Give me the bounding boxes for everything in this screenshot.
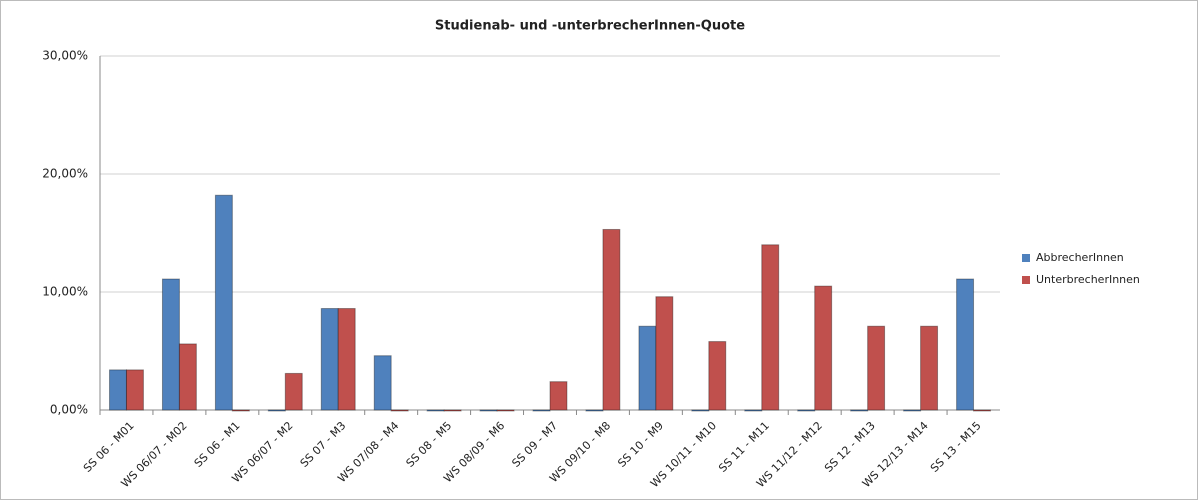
bar bbox=[920, 325, 939, 411]
bar bbox=[602, 228, 621, 411]
bar bbox=[479, 409, 498, 412]
bar bbox=[903, 409, 922, 412]
y-tick-label: 10,00% bbox=[42, 285, 88, 299]
y-tick-label: 20,00% bbox=[42, 167, 88, 181]
bar bbox=[638, 325, 657, 411]
bar bbox=[973, 409, 991, 412]
bar bbox=[850, 409, 869, 412]
legend-swatch bbox=[1022, 254, 1030, 262]
bar bbox=[496, 409, 515, 412]
bar bbox=[867, 325, 886, 411]
bar bbox=[231, 409, 250, 412]
bar bbox=[443, 409, 462, 412]
bar bbox=[549, 381, 568, 411]
legend-label: AbbrecherInnen bbox=[1036, 251, 1124, 264]
chart-title: Studienab- und -unterbrecherInnen-Quote bbox=[435, 19, 745, 34]
bar bbox=[109, 369, 127, 411]
bar bbox=[390, 409, 409, 412]
bar bbox=[267, 409, 286, 412]
bar bbox=[956, 278, 975, 411]
y-tick-label: 30,00% bbox=[42, 49, 88, 63]
bar bbox=[373, 355, 392, 411]
bar bbox=[691, 409, 710, 412]
bar bbox=[814, 285, 833, 411]
legend-label: UnterbrecherInnen bbox=[1036, 273, 1140, 286]
y-tick-label: 0,00% bbox=[50, 403, 88, 417]
bar bbox=[532, 409, 551, 412]
bar bbox=[178, 343, 197, 411]
bar bbox=[655, 296, 674, 411]
legend-swatch bbox=[1022, 276, 1030, 284]
bar bbox=[426, 409, 445, 412]
bar bbox=[161, 278, 180, 411]
bar bbox=[125, 369, 144, 411]
bar bbox=[337, 308, 356, 411]
bar bbox=[585, 409, 604, 412]
bar bbox=[708, 341, 727, 411]
bar bbox=[797, 409, 816, 412]
bar bbox=[744, 409, 763, 412]
bar bbox=[761, 244, 780, 411]
bar bbox=[320, 308, 339, 411]
bar bbox=[214, 194, 233, 411]
bar bbox=[284, 372, 303, 411]
